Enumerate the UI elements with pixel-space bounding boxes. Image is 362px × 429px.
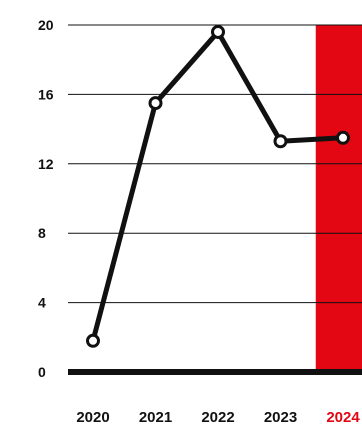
data-point-2022 xyxy=(211,24,225,39)
data-point-2024 xyxy=(336,130,350,145)
y-tick-label: 8 xyxy=(38,225,46,241)
x-tick-label: 2022 xyxy=(201,409,234,426)
x-tick-label: 2023 xyxy=(264,409,297,426)
y-tick-label: 16 xyxy=(38,86,54,102)
y-tick-label: 0 xyxy=(38,364,46,380)
y-tick-label: 12 xyxy=(38,156,54,172)
data-point-2021 xyxy=(148,96,163,111)
series-line xyxy=(90,29,346,344)
y-tick-label: 20 xyxy=(38,17,54,33)
x-tick-label: 2021 xyxy=(139,409,172,426)
y-tick-label: 4 xyxy=(38,295,46,311)
data-point-2020 xyxy=(86,333,100,348)
x-tick-label: 2020 xyxy=(76,409,109,426)
x-tick-label: 2024 xyxy=(326,409,360,426)
data-point-2023 xyxy=(273,134,288,149)
highlight-band-2024 xyxy=(315,25,362,372)
